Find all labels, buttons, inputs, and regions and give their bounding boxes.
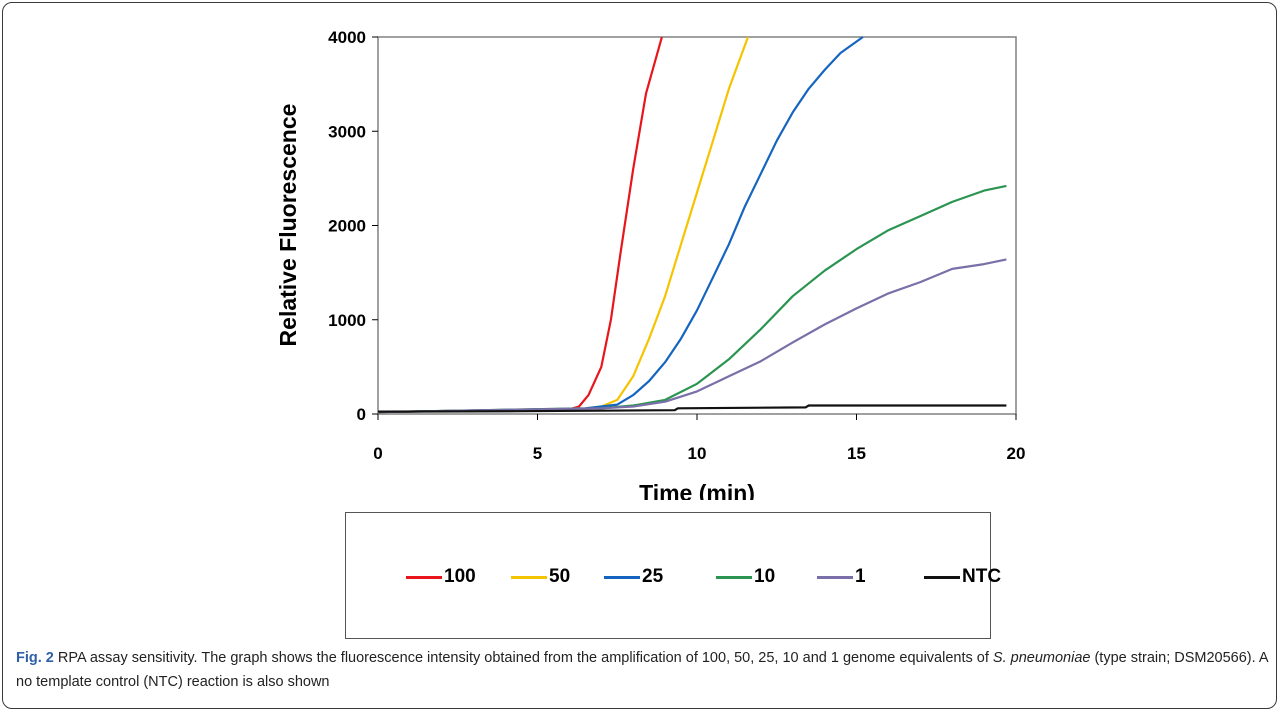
legend-row: 100 50 25 10 1 NTC — [346, 562, 1001, 592]
x-axis-ticks: 0 5 10 15 20 — [373, 414, 1025, 463]
x-tick-label: 5 — [533, 444, 542, 463]
legend-label: 10 — [754, 566, 776, 587]
figure-label: Fig. 2 — [16, 650, 54, 666]
legend-swatch — [511, 575, 547, 579]
series-line-1 — [377, 258, 1007, 414]
series-line-ntc — [377, 404, 1007, 413]
x-tick-label: 20 — [1007, 444, 1026, 463]
legend-label: NTC — [962, 566, 1002, 587]
legend-label: 1 — [855, 566, 866, 587]
x-tick-label: 15 — [847, 444, 866, 463]
series-lines — [377, 36, 1007, 414]
y-tick-label: 1000 — [328, 311, 366, 330]
legend-item-100: 100 — [406, 562, 476, 592]
legend-item-ntc: NTC — [924, 562, 1001, 592]
y-axis-ticks: 0 1000 2000 3000 4000 — [328, 28, 378, 424]
legend-label: 50 — [549, 566, 571, 587]
x-tick-label: 0 — [373, 444, 382, 463]
legend-label: 25 — [642, 566, 664, 587]
caption-text-1: RPA assay sensitivity. The graph shows t… — [53, 650, 993, 666]
legend-label: 100 — [444, 566, 476, 587]
x-tick-label: 10 — [688, 444, 707, 463]
legend-item-25: 25 — [604, 562, 663, 592]
series-line-10 — [377, 184, 1007, 414]
legend-swatch — [817, 575, 853, 579]
legend-swatch — [716, 575, 752, 579]
legend-swatch — [924, 575, 960, 579]
y-tick-label: 4000 — [328, 28, 366, 47]
figure-caption: Fig. 2 RPA assay sensitivity. The graph … — [16, 646, 1271, 694]
caption-text-2: (type strain; DSM20566). A no template c… — [16, 650, 1268, 690]
plot-area — [377, 36, 1017, 415]
legend-item-1: 1 — [817, 562, 866, 592]
series-line-25 — [377, 36, 864, 414]
x-axis-title: Time (min) — [639, 480, 755, 500]
y-axis-title: Relative Fluorescence — [275, 104, 301, 347]
legend-item-10: 10 — [716, 562, 775, 592]
y-tick-label: 0 — [357, 405, 366, 424]
caption-species: S. pneumoniae — [992, 650, 1091, 666]
fluorescence-chart: 0 1000 2000 3000 4000 0 5 10 15 20 Time (min) Re… — [275, 28, 1025, 500]
y-tick-label: 2000 — [328, 217, 366, 236]
y-tick-label: 3000 — [328, 122, 366, 141]
legend-swatch — [604, 575, 640, 579]
legend: 100 50 25 10 1 NTC — [345, 512, 1001, 639]
legend-item-50: 50 — [511, 562, 570, 592]
legend-swatch — [406, 575, 442, 579]
